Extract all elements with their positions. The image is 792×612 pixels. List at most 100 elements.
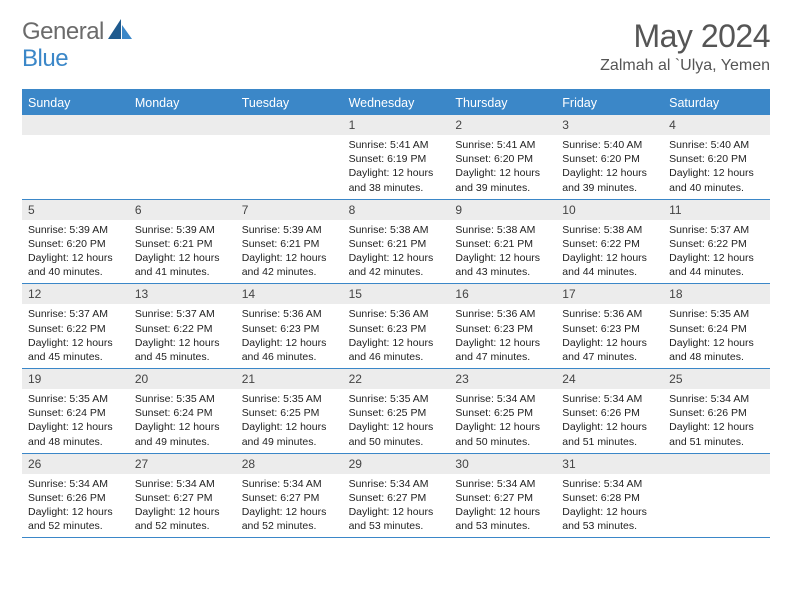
day-number: 3 (556, 115, 663, 135)
day-cell: 23Sunrise: 5:34 AMSunset: 6:25 PMDayligh… (449, 369, 556, 453)
day-cell (236, 115, 343, 199)
day-content: Sunrise: 5:34 AMSunset: 6:27 PMDaylight:… (129, 474, 236, 538)
day-cell: 28Sunrise: 5:34 AMSunset: 6:27 PMDayligh… (236, 454, 343, 538)
day-cell: 5Sunrise: 5:39 AMSunset: 6:20 PMDaylight… (22, 200, 129, 284)
logo-text-general: General (22, 18, 104, 46)
day-cell: 20Sunrise: 5:35 AMSunset: 6:24 PMDayligh… (129, 369, 236, 453)
day-content: Sunrise: 5:35 AMSunset: 6:25 PMDaylight:… (236, 389, 343, 453)
day-cell: 22Sunrise: 5:35 AMSunset: 6:25 PMDayligh… (343, 369, 450, 453)
day-number: 26 (22, 454, 129, 474)
day-content (663, 474, 770, 481)
day-content: Sunrise: 5:37 AMSunset: 6:22 PMDaylight:… (129, 304, 236, 368)
day-content: Sunrise: 5:41 AMSunset: 6:20 PMDaylight:… (449, 135, 556, 199)
day-number: 11 (663, 200, 770, 220)
week-row: 26Sunrise: 5:34 AMSunset: 6:26 PMDayligh… (22, 454, 770, 539)
day-content: Sunrise: 5:34 AMSunset: 6:27 PMDaylight:… (343, 474, 450, 538)
day-cell: 13Sunrise: 5:37 AMSunset: 6:22 PMDayligh… (129, 284, 236, 368)
day-number: 28 (236, 454, 343, 474)
day-number: 12 (22, 284, 129, 304)
logo-text-blue: Blue (22, 45, 770, 73)
day-cell: 24Sunrise: 5:34 AMSunset: 6:26 PMDayligh… (556, 369, 663, 453)
day-header-sunday: Sunday (22, 91, 129, 115)
day-content: Sunrise: 5:34 AMSunset: 6:26 PMDaylight:… (663, 389, 770, 453)
day-number: 7 (236, 200, 343, 220)
day-cell: 15Sunrise: 5:36 AMSunset: 6:23 PMDayligh… (343, 284, 450, 368)
day-cell: 16Sunrise: 5:36 AMSunset: 6:23 PMDayligh… (449, 284, 556, 368)
day-header-saturday: Saturday (663, 91, 770, 115)
day-number (129, 115, 236, 135)
day-content: Sunrise: 5:38 AMSunset: 6:21 PMDaylight:… (449, 220, 556, 284)
day-number: 25 (663, 369, 770, 389)
day-number: 16 (449, 284, 556, 304)
day-cell: 30Sunrise: 5:34 AMSunset: 6:27 PMDayligh… (449, 454, 556, 538)
day-number: 22 (343, 369, 450, 389)
day-number: 4 (663, 115, 770, 135)
day-content: Sunrise: 5:34 AMSunset: 6:27 PMDaylight:… (236, 474, 343, 538)
day-cell: 27Sunrise: 5:34 AMSunset: 6:27 PMDayligh… (129, 454, 236, 538)
day-cell: 8Sunrise: 5:38 AMSunset: 6:21 PMDaylight… (343, 200, 450, 284)
day-cell: 7Sunrise: 5:39 AMSunset: 6:21 PMDaylight… (236, 200, 343, 284)
day-cell: 18Sunrise: 5:35 AMSunset: 6:24 PMDayligh… (663, 284, 770, 368)
day-cell: 2Sunrise: 5:41 AMSunset: 6:20 PMDaylight… (449, 115, 556, 199)
day-number: 29 (343, 454, 450, 474)
day-content (236, 135, 343, 142)
day-number: 23 (449, 369, 556, 389)
day-number: 30 (449, 454, 556, 474)
week-row: 19Sunrise: 5:35 AMSunset: 6:24 PMDayligh… (22, 369, 770, 454)
day-header-monday: Monday (129, 91, 236, 115)
day-cell: 26Sunrise: 5:34 AMSunset: 6:26 PMDayligh… (22, 454, 129, 538)
logo: General (22, 18, 136, 46)
calendar-header-row: SundayMondayTuesdayWednesdayThursdayFrid… (22, 91, 770, 115)
day-number (663, 454, 770, 474)
day-cell: 19Sunrise: 5:35 AMSunset: 6:24 PMDayligh… (22, 369, 129, 453)
day-number: 20 (129, 369, 236, 389)
day-number: 19 (22, 369, 129, 389)
day-content: Sunrise: 5:36 AMSunset: 6:23 PMDaylight:… (449, 304, 556, 368)
day-content: Sunrise: 5:35 AMSunset: 6:24 PMDaylight:… (22, 389, 129, 453)
day-content: Sunrise: 5:38 AMSunset: 6:21 PMDaylight:… (343, 220, 450, 284)
logo-sail-icon (108, 19, 134, 41)
week-row: 1Sunrise: 5:41 AMSunset: 6:19 PMDaylight… (22, 115, 770, 200)
day-cell (663, 454, 770, 538)
day-cell (129, 115, 236, 199)
day-content: Sunrise: 5:35 AMSunset: 6:24 PMDaylight:… (663, 304, 770, 368)
day-number: 14 (236, 284, 343, 304)
day-number: 1 (343, 115, 450, 135)
day-number: 21 (236, 369, 343, 389)
day-cell: 12Sunrise: 5:37 AMSunset: 6:22 PMDayligh… (22, 284, 129, 368)
day-content: Sunrise: 5:34 AMSunset: 6:26 PMDaylight:… (22, 474, 129, 538)
day-cell: 6Sunrise: 5:39 AMSunset: 6:21 PMDaylight… (129, 200, 236, 284)
week-row: 5Sunrise: 5:39 AMSunset: 6:20 PMDaylight… (22, 200, 770, 285)
day-cell (22, 115, 129, 199)
day-number (236, 115, 343, 135)
day-cell: 25Sunrise: 5:34 AMSunset: 6:26 PMDayligh… (663, 369, 770, 453)
day-content: Sunrise: 5:35 AMSunset: 6:24 PMDaylight:… (129, 389, 236, 453)
day-number: 2 (449, 115, 556, 135)
day-number: 24 (556, 369, 663, 389)
day-header-thursday: Thursday (449, 91, 556, 115)
calendar-body: 1Sunrise: 5:41 AMSunset: 6:19 PMDaylight… (22, 115, 770, 538)
day-number: 8 (343, 200, 450, 220)
day-cell: 11Sunrise: 5:37 AMSunset: 6:22 PMDayligh… (663, 200, 770, 284)
day-content (129, 135, 236, 142)
week-row: 12Sunrise: 5:37 AMSunset: 6:22 PMDayligh… (22, 284, 770, 369)
day-content: Sunrise: 5:34 AMSunset: 6:25 PMDaylight:… (449, 389, 556, 453)
day-cell: 3Sunrise: 5:40 AMSunset: 6:20 PMDaylight… (556, 115, 663, 199)
day-number (22, 115, 129, 135)
day-content: Sunrise: 5:39 AMSunset: 6:20 PMDaylight:… (22, 220, 129, 284)
day-content: Sunrise: 5:34 AMSunset: 6:26 PMDaylight:… (556, 389, 663, 453)
day-content: Sunrise: 5:35 AMSunset: 6:25 PMDaylight:… (343, 389, 450, 453)
day-content: Sunrise: 5:40 AMSunset: 6:20 PMDaylight:… (556, 135, 663, 199)
day-cell: 31Sunrise: 5:34 AMSunset: 6:28 PMDayligh… (556, 454, 663, 538)
day-cell: 29Sunrise: 5:34 AMSunset: 6:27 PMDayligh… (343, 454, 450, 538)
day-header-friday: Friday (556, 91, 663, 115)
day-number: 15 (343, 284, 450, 304)
day-cell: 14Sunrise: 5:36 AMSunset: 6:23 PMDayligh… (236, 284, 343, 368)
day-number: 13 (129, 284, 236, 304)
day-content: Sunrise: 5:39 AMSunset: 6:21 PMDaylight:… (129, 220, 236, 284)
day-content: Sunrise: 5:37 AMSunset: 6:22 PMDaylight:… (663, 220, 770, 284)
day-number: 31 (556, 454, 663, 474)
day-cell: 21Sunrise: 5:35 AMSunset: 6:25 PMDayligh… (236, 369, 343, 453)
day-content (22, 135, 129, 142)
day-content: Sunrise: 5:34 AMSunset: 6:27 PMDaylight:… (449, 474, 556, 538)
